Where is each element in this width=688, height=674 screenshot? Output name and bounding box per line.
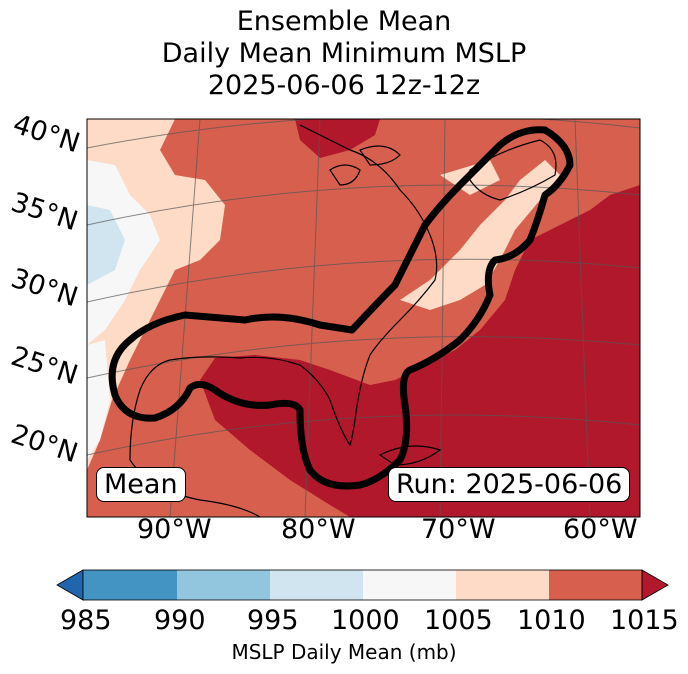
title-line-3: 2025-06-06 12z-12z <box>207 70 481 101</box>
colorbar-tick-1010: 1010 <box>517 605 586 636</box>
title-line-1: Ensemble Mean <box>236 6 452 37</box>
colorbar-label: MSLP Daily Mean (mb) <box>231 640 457 664</box>
colorbar-tick-995: 995 <box>247 605 299 636</box>
colorbar-tick-990: 990 <box>154 605 206 636</box>
run-label-box: Run: 2025-06-06 <box>388 467 631 502</box>
lon-label-90: 90°W <box>137 514 212 545</box>
lon-label-60: 60°W <box>563 514 638 545</box>
colorbar <box>56 569 669 601</box>
mean-label-box: Mean <box>96 467 186 502</box>
lon-label-70: 70°W <box>421 514 496 545</box>
colorbar-tick-985: 985 <box>60 605 112 636</box>
lon-label-80: 80°W <box>281 514 356 545</box>
colorbar-tick-1005: 1005 <box>424 605 493 636</box>
colorbar-tick-1015: 1015 <box>610 605 679 636</box>
title-line-2: Daily Mean Minimum MSLP <box>161 38 527 69</box>
map-field <box>87 119 640 517</box>
colorbar-tick-1000: 1000 <box>331 605 400 636</box>
